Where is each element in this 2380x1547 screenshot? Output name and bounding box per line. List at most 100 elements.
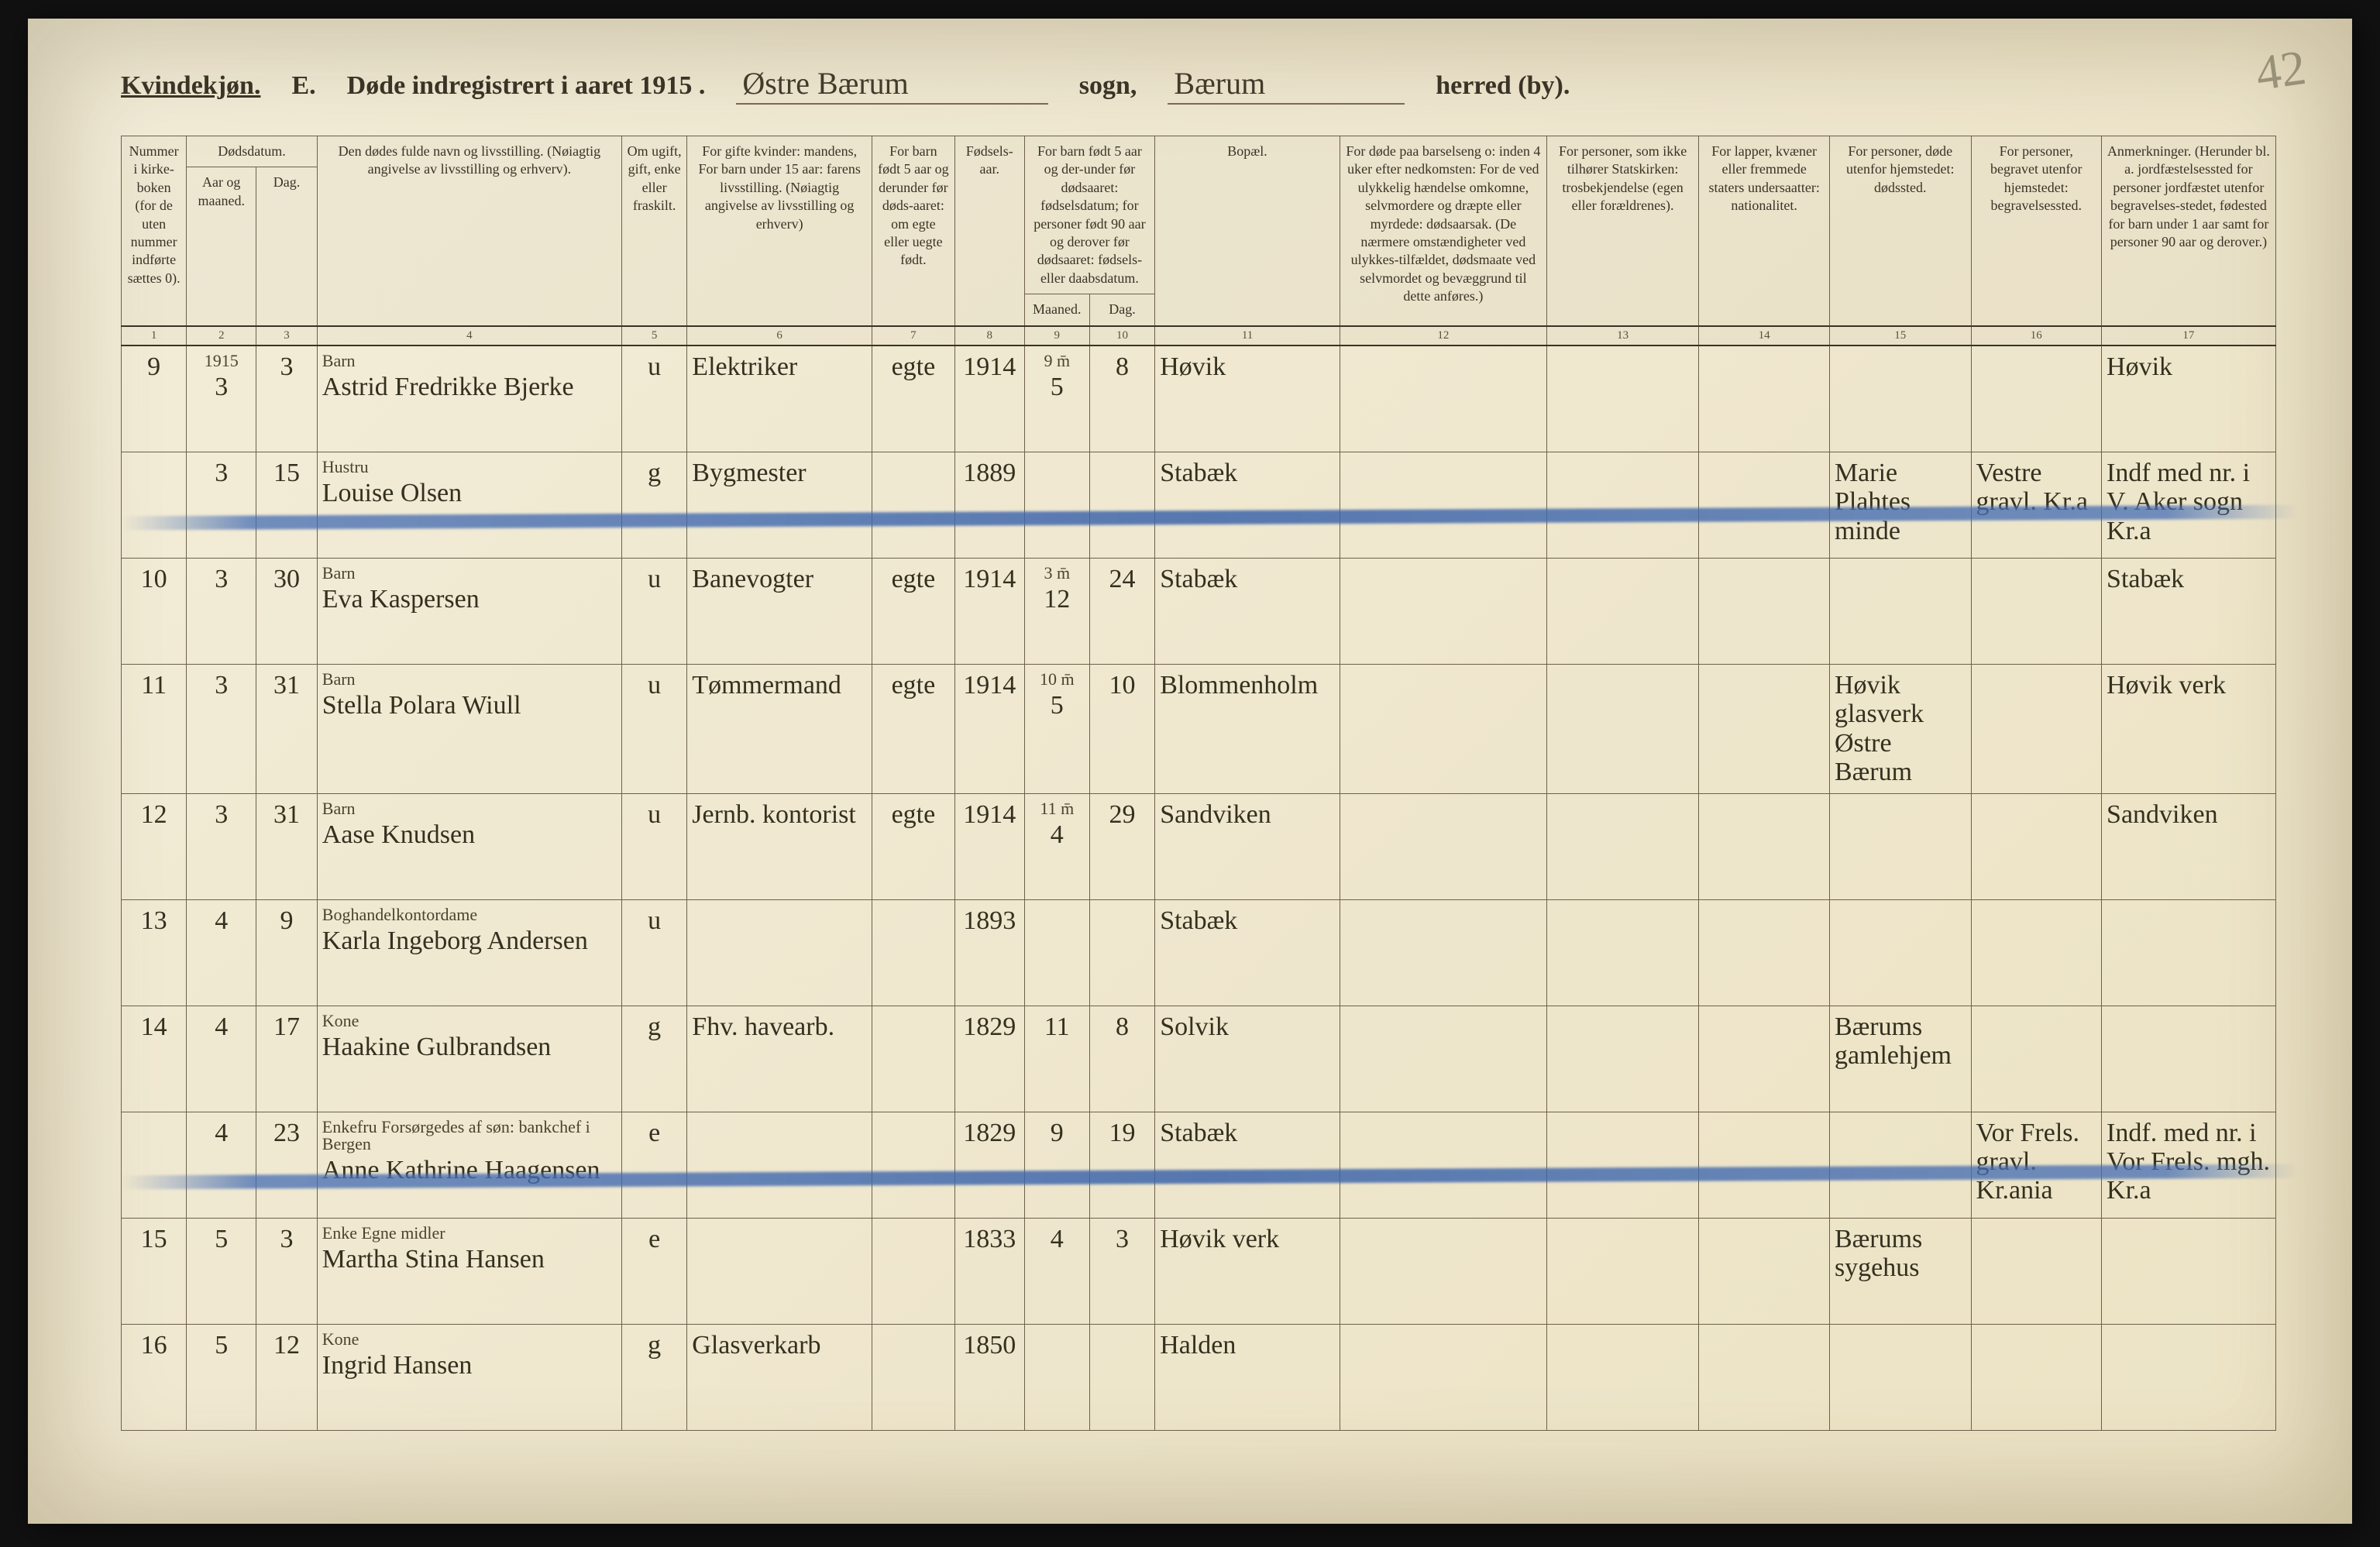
cell-dag: 31 xyxy=(256,793,318,899)
cell-faar-value: 1829 xyxy=(963,1012,1016,1041)
cell-faar-value: 1914 xyxy=(963,352,1016,381)
cell-anm-value: Indf. med nr. i Vor Frels. mgh. Kr.a xyxy=(2107,1119,2270,1205)
hdr-fodselsdatum: For barn født 5 aar og der-under før død… xyxy=(1024,136,1155,294)
cell-name: Enkefru Forsørgedes af søn: bankchef i B… xyxy=(317,1112,621,1218)
cell-bars xyxy=(1340,1324,1546,1430)
cell-anm xyxy=(2102,899,2276,1006)
cell-name: BoghandelkontordameKarla Ingeborg Anders… xyxy=(317,899,621,1006)
cell-bop: Sandviken xyxy=(1155,793,1340,899)
cell-aar-value: 4 xyxy=(215,1012,228,1041)
cell-aar: 5 xyxy=(187,1324,256,1430)
cell-anm-value: Høvik verk xyxy=(2107,671,2226,700)
cell-ug: e xyxy=(622,1218,687,1324)
cell-nat xyxy=(1699,452,1830,559)
herred-value: Bærum xyxy=(1168,65,1405,105)
cell-anm-value: Stabæk xyxy=(2107,565,2184,593)
cell-aar: 3 xyxy=(187,452,256,559)
cell-name-sup: Barn xyxy=(322,671,617,688)
hdr-nummer: Nummer i kirke-boken (for de uten nummer… xyxy=(122,136,187,326)
cell-barn5: egte xyxy=(872,665,955,794)
cell-mand-value: Jernb. kontorist xyxy=(692,800,856,829)
cell-mand xyxy=(687,1218,872,1324)
cell-ug: u xyxy=(622,899,687,1006)
cell-bars xyxy=(1340,1218,1546,1324)
cell-faar-value: 1850 xyxy=(963,1331,1016,1360)
printed-title: Døde indregistrert i aaret 1915 . xyxy=(347,71,706,101)
cell-aar-value: 3 xyxy=(215,800,228,829)
cell-nat xyxy=(1699,1218,1830,1324)
cell-n-value: 13 xyxy=(141,906,167,935)
cell-dsted: Bærums sygehus xyxy=(1829,1218,1971,1324)
cell-mand: Fhv. havearb. xyxy=(687,1006,872,1112)
cell-tros xyxy=(1546,345,1699,452)
cell-faar: 1829 xyxy=(954,1006,1024,1112)
cell-name: Enke Egne midlerMartha Stina Hansen xyxy=(317,1218,621,1324)
cell-bop: Høvik xyxy=(1155,345,1340,452)
cell-ug-value: e xyxy=(648,1119,660,1147)
cell-begr xyxy=(1971,559,2102,665)
cell-faar: 1914 xyxy=(954,793,1024,899)
cell-bop-value: Høvik verk xyxy=(1160,1225,1279,1253)
cell-tros xyxy=(1546,452,1699,559)
cell-dsted-value: Marie Plahtes minde xyxy=(1835,459,1911,545)
cell-anm: Indf med nr. i V. Aker sogn Kr.a xyxy=(2102,452,2276,559)
cell-tros xyxy=(1546,1324,1699,1430)
cell-faar: 1850 xyxy=(954,1324,1024,1430)
hdr-barn5: For barn født 5 aar og derunder før døds… xyxy=(872,136,955,326)
cell-faar: 1914 xyxy=(954,665,1024,794)
cell-anm-value: Høvik xyxy=(2107,352,2172,381)
cell-n: 9 xyxy=(122,345,187,452)
cell-fd-value: 8 xyxy=(1116,1012,1129,1041)
cell-dag: 12 xyxy=(256,1324,318,1430)
cell-name-sup: Hustru xyxy=(322,459,617,476)
cell-n: 16 xyxy=(122,1324,187,1430)
cell-name-value: Aase Knudsen xyxy=(322,820,475,849)
colnum: 5 xyxy=(622,326,687,346)
colnum: 10 xyxy=(1089,326,1154,346)
cell-dsted: Høvik glasverk Østre Bærum xyxy=(1829,665,1971,794)
cell-dsted xyxy=(1829,899,1971,1006)
cell-n-value: 9 xyxy=(147,352,160,381)
cell-begr-value: Vor Frels. gravl. Kr.ania xyxy=(1976,1119,2080,1205)
cell-name-sup: Enkefru Forsørgedes af søn: bankchef i B… xyxy=(322,1119,617,1153)
cell-n-value: 16 xyxy=(141,1331,167,1360)
colnum: 13 xyxy=(1546,326,1699,346)
cell-dsted xyxy=(1829,559,1971,665)
cell-dag: 3 xyxy=(256,345,318,452)
cell-bop: Blommenholm xyxy=(1155,665,1340,794)
cell-bop-value: Stabæk xyxy=(1160,906,1237,935)
cell-mand-value: Banevogter xyxy=(692,565,813,593)
cell-n xyxy=(122,452,187,559)
cell-mand: Glasverkarb xyxy=(687,1324,872,1430)
cell-fd xyxy=(1089,452,1154,559)
hdr-aar: Aar og maaned. xyxy=(187,167,256,326)
cell-mand: Bygmester xyxy=(687,452,872,559)
cell-name-sup: Enke Egne midler xyxy=(322,1225,617,1242)
cell-fm-value: 4 xyxy=(1051,1225,1064,1253)
cell-name-sup: Barn xyxy=(322,352,617,370)
cell-dag-value: 30 xyxy=(273,565,300,593)
cell-ug: u xyxy=(622,345,687,452)
cell-nat xyxy=(1699,793,1830,899)
cell-fm xyxy=(1024,899,1089,1006)
cell-anm-value: Sandviken xyxy=(2107,800,2218,829)
cell-dag-value: 3 xyxy=(280,352,293,381)
cell-begr xyxy=(1971,1218,2102,1324)
cell-dsted-value: Bærums sygehus xyxy=(1835,1225,1922,1282)
cell-bop: Stabæk xyxy=(1155,899,1340,1006)
cell-dag-value: 9 xyxy=(280,906,293,935)
cell-n: 15 xyxy=(122,1218,187,1324)
cell-dag-value: 15 xyxy=(273,459,300,487)
cell-begr: Vestre gravl. Kr.a xyxy=(1971,452,2102,559)
cell-mand: Banevogter xyxy=(687,559,872,665)
cell-n: 12 xyxy=(122,793,187,899)
cell-nat xyxy=(1699,665,1830,794)
cell-mand: Tømmermand xyxy=(687,665,872,794)
table-row: 10330BarnEva KaspersenuBanevogteregte191… xyxy=(122,559,2298,665)
cell-aar-value: 3 xyxy=(215,373,228,401)
cell-begr xyxy=(1971,1006,2102,1112)
cell-ug-value: u xyxy=(648,565,661,593)
cell-aar: 4 xyxy=(187,899,256,1006)
cell-ug-value: g xyxy=(648,459,661,487)
cell-ug-value: u xyxy=(648,800,661,829)
